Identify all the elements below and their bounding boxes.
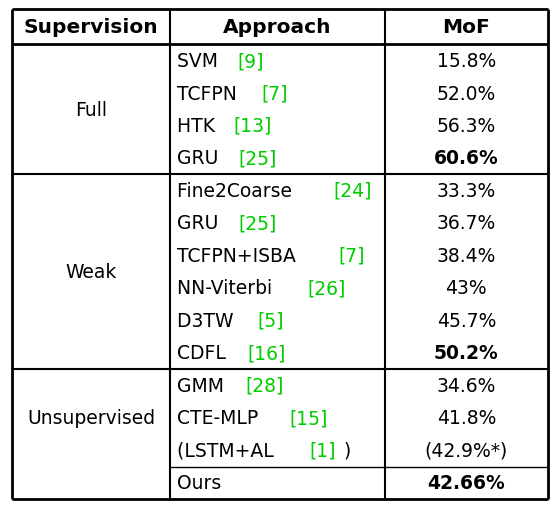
Text: Ours: Ours bbox=[177, 473, 221, 492]
Text: GMM: GMM bbox=[177, 376, 230, 395]
Text: [16]: [16] bbox=[248, 344, 286, 362]
Text: [15]: [15] bbox=[290, 409, 328, 428]
Text: [25]: [25] bbox=[238, 214, 276, 233]
Text: 56.3%: 56.3% bbox=[437, 117, 496, 136]
Text: CTE-MLP: CTE-MLP bbox=[177, 409, 264, 428]
Text: 36.7%: 36.7% bbox=[437, 214, 496, 233]
Text: [24]: [24] bbox=[333, 182, 371, 201]
Text: 45.7%: 45.7% bbox=[437, 311, 496, 330]
Text: SVM: SVM bbox=[177, 52, 224, 71]
Text: [7]: [7] bbox=[338, 246, 365, 265]
Text: 15.8%: 15.8% bbox=[437, 52, 496, 71]
Text: TCFPN+ISBA: TCFPN+ISBA bbox=[177, 246, 302, 265]
Text: 33.3%: 33.3% bbox=[437, 182, 496, 201]
Text: [26]: [26] bbox=[307, 279, 346, 298]
Text: GRU: GRU bbox=[177, 149, 224, 168]
Text: Weak: Weak bbox=[66, 263, 116, 281]
Text: D3TW: D3TW bbox=[177, 311, 239, 330]
Text: (LSTM+AL: (LSTM+AL bbox=[177, 441, 279, 460]
Text: ): ) bbox=[344, 441, 351, 460]
Text: 41.8%: 41.8% bbox=[437, 409, 496, 428]
Text: 60.6%: 60.6% bbox=[434, 149, 498, 168]
Text: 52.0%: 52.0% bbox=[437, 84, 496, 103]
Text: Unsupervised: Unsupervised bbox=[27, 409, 155, 428]
Text: [9]: [9] bbox=[237, 52, 264, 71]
Text: Fine2Coarse: Fine2Coarse bbox=[177, 182, 298, 201]
Text: 43%: 43% bbox=[445, 279, 487, 298]
Text: 34.6%: 34.6% bbox=[437, 376, 496, 395]
Text: Full: Full bbox=[75, 101, 107, 120]
Text: [13]: [13] bbox=[234, 117, 272, 136]
Text: [1]: [1] bbox=[310, 441, 336, 460]
Text: MoF: MoF bbox=[442, 18, 490, 37]
Text: CDFL: CDFL bbox=[177, 344, 232, 362]
Text: HTK: HTK bbox=[177, 117, 221, 136]
Text: TCFPN: TCFPN bbox=[177, 84, 242, 103]
Text: [5]: [5] bbox=[258, 311, 284, 330]
Text: [7]: [7] bbox=[262, 84, 288, 103]
Text: 50.2%: 50.2% bbox=[434, 344, 498, 362]
Text: 38.4%: 38.4% bbox=[437, 246, 496, 265]
Text: NN-Viterbi: NN-Viterbi bbox=[177, 279, 278, 298]
Text: Supervision: Supervision bbox=[24, 18, 158, 37]
Text: Approach: Approach bbox=[223, 18, 332, 37]
Text: 42.66%: 42.66% bbox=[427, 473, 505, 492]
Text: [28]: [28] bbox=[245, 376, 283, 395]
Text: GRU: GRU bbox=[177, 214, 224, 233]
Text: (42.9%*): (42.9%*) bbox=[424, 441, 508, 460]
Text: [25]: [25] bbox=[238, 149, 276, 168]
